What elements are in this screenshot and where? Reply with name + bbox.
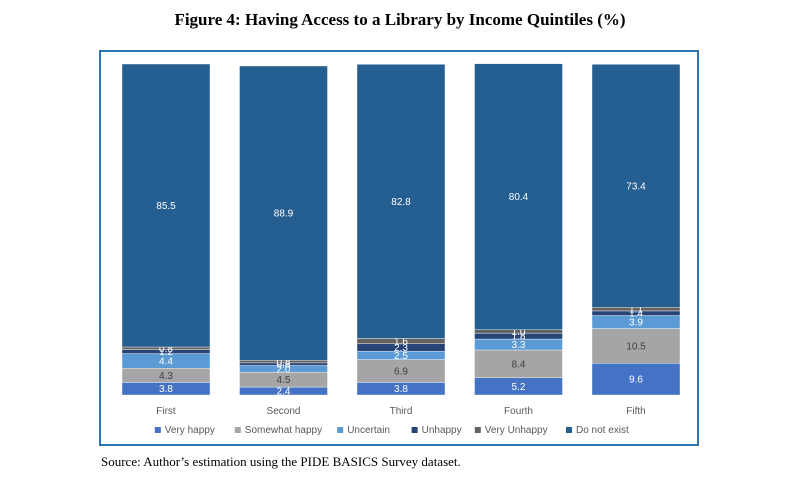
category-label: Second — [267, 406, 301, 417]
category-label: Fourth — [504, 406, 533, 417]
legend-swatch — [566, 427, 572, 433]
category-label: First — [156, 406, 176, 417]
legend-label: Very Unhappy — [485, 425, 548, 436]
legend-swatch — [474, 427, 481, 433]
data-label: 3.8 — [394, 384, 408, 395]
data-label: 2.3 — [394, 343, 408, 354]
data-label: 10.5 — [626, 341, 646, 352]
data-label: 4.4 — [159, 356, 173, 367]
data-label: 1.8 — [512, 332, 526, 343]
data-label: 6.9 — [394, 367, 408, 378]
data-label: 5.2 — [512, 382, 526, 393]
data-label: 2.4 — [277, 387, 291, 398]
bar-segment — [591, 64, 681, 308]
data-label: 80.4 — [509, 192, 529, 203]
data-label: 3.9 — [629, 318, 643, 329]
data-label: 2.5 — [394, 351, 408, 362]
data-label: 85.5 — [156, 201, 176, 212]
data-label: 88.9 — [274, 209, 294, 220]
category-label: Third — [390, 406, 413, 417]
legend-swatch — [411, 427, 418, 433]
data-label: 0.8 — [159, 344, 173, 355]
legend-swatch — [234, 427, 241, 433]
legend-label: Somewhat happy — [245, 425, 322, 436]
category-label: Fifth — [626, 406, 645, 417]
data-label: 8.4 — [512, 359, 526, 370]
data-label: 3.8 — [159, 384, 173, 395]
stacked-bar-chart: 3.84.34.41.20.885.5First2.44.52.00.80.88… — [121, 63, 681, 436]
data-label: 1.1 — [629, 305, 643, 316]
legend-label: Uncertain — [347, 425, 390, 436]
data-label: 1.6 — [394, 337, 408, 348]
data-label: 0.8 — [277, 360, 291, 371]
data-label: 82.8 — [391, 197, 411, 208]
bar-segment — [474, 63, 563, 330]
data-label: 4.3 — [159, 371, 173, 382]
bar-segment — [121, 63, 211, 348]
bar-segment — [474, 349, 563, 378]
data-label: 73.4 — [626, 181, 646, 192]
data-label: 1.4 — [629, 309, 643, 320]
chart-area: 3.8 4.3 4.4 1.2 0.8 85.5 First 2.4 4.5 2.0 0.8 0.8 8… — [99, 50, 699, 446]
legend-label: Do not exist — [576, 425, 629, 436]
data-label: 2.0 — [277, 364, 291, 375]
legend-swatch — [337, 427, 344, 433]
source-note: Source: Author’s estimation using the PI… — [101, 454, 461, 469]
data-label: 3.3 — [512, 340, 526, 351]
bar-segment — [356, 64, 446, 339]
data-label: 4.5 — [277, 375, 291, 386]
chart-title: Figure 4: Having Access to a Library by … — [174, 10, 626, 29]
data-label: 0.8 — [277, 357, 291, 368]
bar-segment — [591, 363, 681, 396]
bar-segment — [591, 328, 681, 364]
legend-label: Very happy — [165, 425, 215, 436]
bar-segment — [239, 65, 328, 361]
data-label: 1.2 — [159, 347, 173, 358]
data-label: 1.0 — [512, 327, 526, 338]
legend-swatch — [154, 427, 161, 433]
data-label: 9.6 — [629, 375, 643, 386]
legend-label: Unhappy — [422, 425, 462, 436]
